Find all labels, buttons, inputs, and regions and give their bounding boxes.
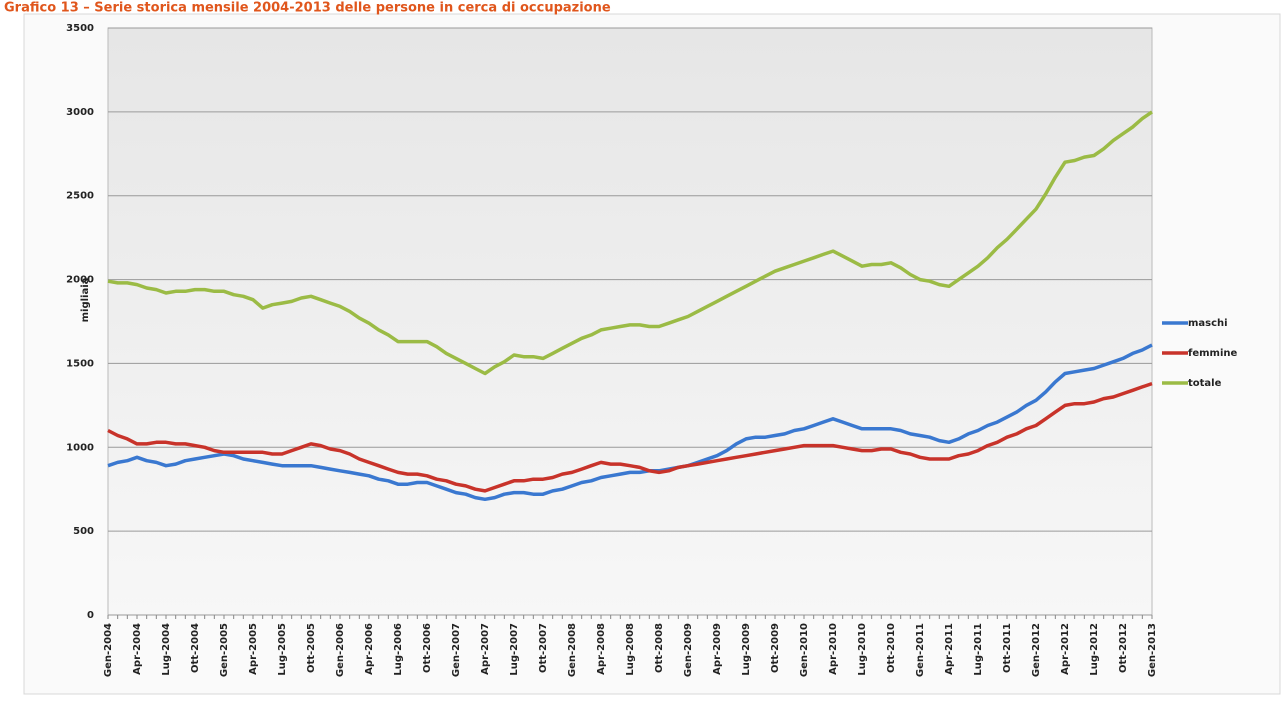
series-line <box>107 110 1153 376</box>
x-tick-label: Lug-2012 <box>1089 623 1100 676</box>
legend-label: maschi <box>1188 318 1228 329</box>
x-tick-label: Lug-2010 <box>857 623 868 676</box>
x-tick-label: Lug-2009 <box>741 623 752 676</box>
x-tick-label: Ott-2007 <box>538 623 549 673</box>
y-tick-label: 1500 <box>66 358 94 369</box>
y-tick-label: 500 <box>73 526 94 537</box>
x-tick-label: Apr-2006 <box>364 623 375 675</box>
y-axis-label: migliaia <box>80 278 91 323</box>
x-tick-label: Apr-2005 <box>248 623 259 675</box>
legend-label: totale <box>1188 378 1222 389</box>
y-tick-label: 2000 <box>66 275 94 286</box>
x-tick-label: Gen-2005 <box>219 623 230 677</box>
x-tick-label: Lug-2005 <box>277 623 288 676</box>
x-tick-label: Apr-2012 <box>1060 623 1071 675</box>
x-tick-label: Ott-2010 <box>886 623 897 673</box>
x-tick-label: Ott-2004 <box>190 623 201 673</box>
x-tick-label: Apr-2004 <box>132 623 143 675</box>
x-tick-label: Apr-2011 <box>944 623 955 675</box>
chart-title: Grafico 13 – Serie storica mensile 2004-… <box>4 1 611 16</box>
x-tick-label: Apr-2008 <box>596 623 607 675</box>
series-line <box>107 381 1153 493</box>
x-tick-label: Gen-2010 <box>799 623 810 677</box>
x-tick-label: Gen-2006 <box>335 623 346 677</box>
x-tick-label: Apr-2009 <box>712 623 723 675</box>
x-tick-label: Ott-2012 <box>1118 623 1129 673</box>
x-tick-label: Lug-2004 <box>161 623 172 676</box>
x-tick-label: Gen-2009 <box>683 623 694 677</box>
x-tick-label: Lug-2011 <box>973 623 984 676</box>
x-tick-label: Lug-2008 <box>625 623 636 676</box>
x-tick-label: Ott-2006 <box>422 623 433 673</box>
y-tick-label: 0 <box>87 610 94 621</box>
y-tick-label: 3000 <box>66 107 94 118</box>
x-tick-label: Ott-2009 <box>770 623 781 673</box>
legend-label: femmine <box>1188 348 1238 359</box>
x-tick-label: Gen-2011 <box>915 623 926 677</box>
plot-area <box>107 27 1153 616</box>
x-tick-label: Ott-2005 <box>306 623 317 673</box>
x-tick-label: Lug-2007 <box>509 623 520 676</box>
y-tick-label: 2500 <box>66 191 94 202</box>
x-tick-label: Ott-2011 <box>1002 623 1013 673</box>
x-tick-label: Lug-2006 <box>393 623 404 676</box>
x-tick-label: Gen-2013 <box>1147 623 1158 677</box>
y-tick-label: 3500 <box>66 23 94 34</box>
x-tick-label: Gen-2007 <box>451 623 462 677</box>
x-tick-label: Ott-2008 <box>654 623 665 673</box>
x-tick-label: Apr-2010 <box>828 623 839 675</box>
x-tick-label: Apr-2007 <box>480 623 491 675</box>
x-tick-label: Gen-2012 <box>1031 623 1042 677</box>
x-tick-label: Gen-2008 <box>567 623 578 677</box>
y-tick-label: 1000 <box>66 442 94 453</box>
x-tick-label: Gen-2004 <box>103 623 114 677</box>
series-line <box>107 343 1153 502</box>
